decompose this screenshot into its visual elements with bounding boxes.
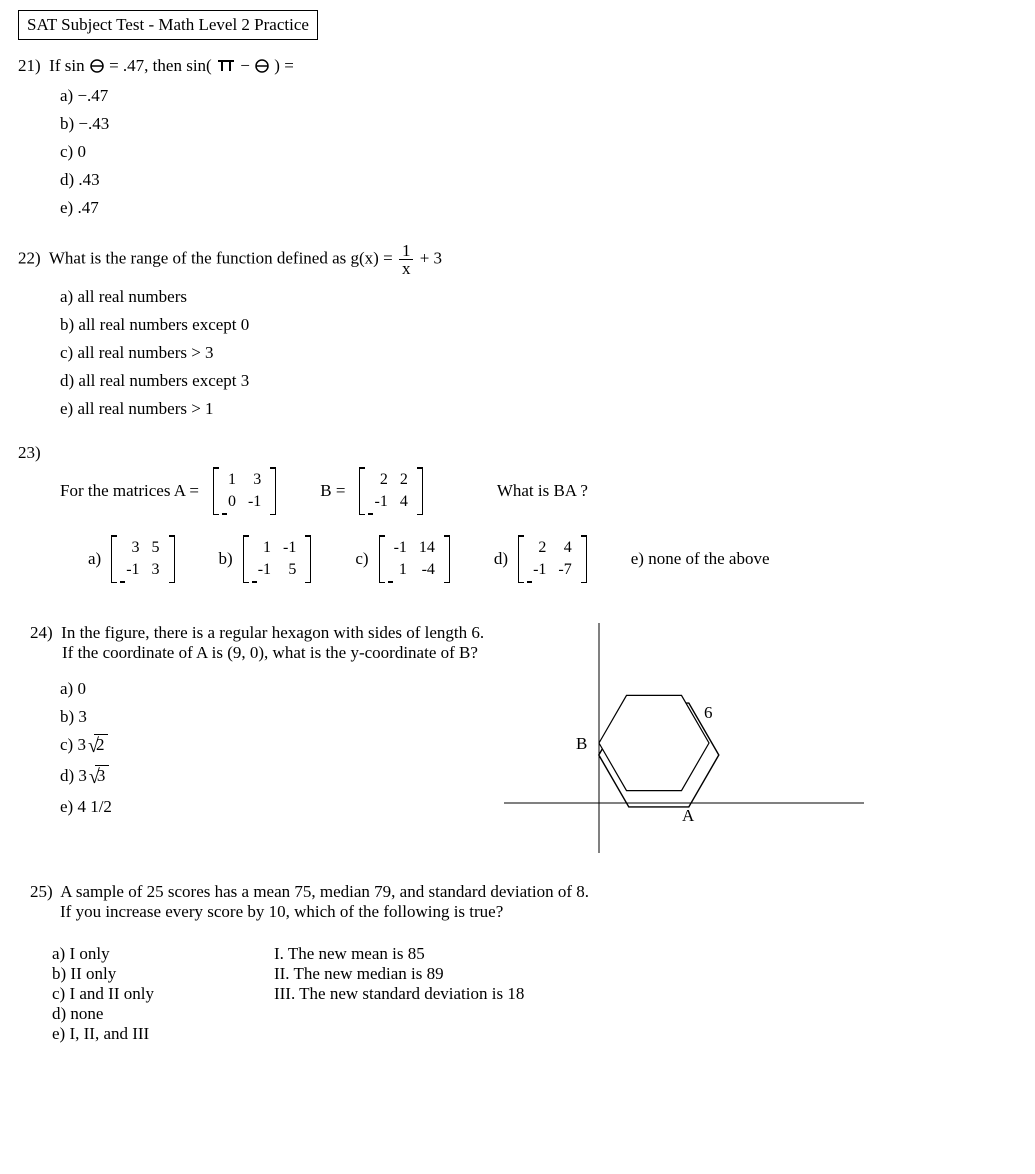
q21-opt-d: d) .43 xyxy=(60,170,1017,190)
q21-opt-b: b) −.43 xyxy=(60,114,1017,134)
q25-opt-b: b) II only xyxy=(52,964,154,984)
page-title-box: SAT Subject Test - Math Level 2 Practice xyxy=(18,10,318,40)
pi-icon xyxy=(216,57,236,73)
matrix-b: 22-14 xyxy=(359,467,422,515)
q25-opt-e: e) I, II, and III xyxy=(52,1024,154,1044)
q22-number: 22) xyxy=(18,248,41,267)
q25-opt-a: a) I only xyxy=(52,944,154,964)
q25-number: 25) xyxy=(30,882,53,901)
question-23: 23) For the matrices A = 130-1 B = 22-14… xyxy=(18,443,1017,583)
q25-opt-d: d) none xyxy=(52,1004,154,1024)
question-25: 25) A sample of 25 scores has a mean 75,… xyxy=(30,882,1017,1044)
page-title: SAT Subject Test - Math Level 2 Practice xyxy=(27,15,309,34)
q24-opt-a: a) 0 xyxy=(60,679,484,699)
q24-opt-c: c) 3√2 xyxy=(60,735,484,758)
q25-opt-c: c) I and II only xyxy=(52,984,154,1004)
q22-opt-a: a) all real numbers xyxy=(60,287,1017,307)
q21-opt-a: a) −.47 xyxy=(60,86,1017,106)
question-24: 24) In the figure, there is a regular he… xyxy=(18,623,1017,858)
q22-prompt: 22) What is the range of the function de… xyxy=(18,242,1017,277)
q22-opt-b: b) all real numbers except 0 xyxy=(60,315,1017,335)
q24-number: 24) xyxy=(30,623,53,642)
svg-text:A: A xyxy=(682,806,695,825)
q23-opt-a: a) 35-13 xyxy=(88,535,179,583)
fraction: 1 x xyxy=(399,242,414,277)
q25-stmt-i: I. The new mean is 85 xyxy=(274,944,524,964)
q23-opt-c: c) -1141-4 xyxy=(355,535,454,583)
q22-opt-d: d) all real numbers except 3 xyxy=(60,371,1017,391)
matrix-a: 130-1 xyxy=(213,467,276,515)
q24-opt-b: b) 3 xyxy=(60,707,484,727)
svg-text:B: B xyxy=(576,734,587,753)
q23-opt-d: d) 24-1-7 xyxy=(494,535,591,583)
q22-options: a) all real numbers b) all real numbers … xyxy=(18,287,1017,419)
q22-opt-e: e) all real numbers > 1 xyxy=(60,399,1017,419)
q24-opt-e: e) 4 1/2 xyxy=(60,797,484,817)
q21-options: a) −.47 b) −.43 c) 0 d) .43 e) .47 xyxy=(18,86,1017,218)
theta-icon xyxy=(89,59,105,73)
question-21: 21) If sin = .47, then sin( − ) = a) −.4… xyxy=(18,56,1017,218)
q21-prompt: 21) If sin = .47, then sin( − ) = xyxy=(18,56,1017,76)
q24-opt-d: d) 3√3 xyxy=(60,766,484,789)
q24-options: a) 0 b) 3 c) 3√2 d) 3√3 e) 4 1/2 xyxy=(18,679,484,817)
theta-icon xyxy=(254,59,270,73)
q25-stmt-ii: II. The new median is 89 xyxy=(274,964,524,984)
question-22: 22) What is the range of the function de… xyxy=(18,242,1017,419)
q23-number: 23) xyxy=(18,443,41,462)
q25-options: a) I only b) II only c) I and II only d)… xyxy=(30,944,154,1044)
q22-opt-c: c) all real numbers > 3 xyxy=(60,343,1017,363)
q23-prompt: For the matrices A = 130-1 B = 22-14 Wha… xyxy=(18,467,1017,515)
q23-options: a) 35-13 b) 1-1-15 c) -1141-4 d) 24-1-7 … xyxy=(18,535,1017,583)
q21-opt-e: e) .47 xyxy=(60,198,1017,218)
q23-opt-e: e) none of the above xyxy=(631,549,770,569)
q23-opt-b: b) 1-1-15 xyxy=(219,535,316,583)
svg-text:6: 6 xyxy=(704,703,713,722)
q21-number: 21) xyxy=(18,56,41,75)
hexagon-figure: B A 6 xyxy=(504,623,864,853)
q25-statements: I. The new mean is 85 II. The new median… xyxy=(274,944,524,1004)
q21-opt-c: c) 0 xyxy=(60,142,1017,162)
q25-stmt-iii: III. The new standard deviation is 18 xyxy=(274,984,524,1004)
